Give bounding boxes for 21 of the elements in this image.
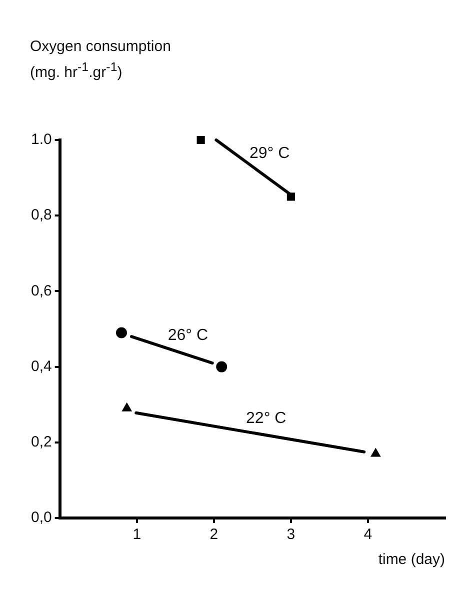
y-tick-label: 1.0: [30, 131, 52, 148]
y-tick-label: 0,0: [30, 509, 52, 526]
series-label: 22° C: [246, 410, 286, 427]
point: [116, 327, 127, 338]
x-tick-label: 1: [132, 526, 142, 544]
y-axis-title: Oxygen consumption (mg. hr$^{-1}$.gr$^{-1}$): [30, 37, 172, 83]
x-tick-label: 2: [210, 526, 218, 544]
x-tick-label: 3: [286, 526, 296, 544]
point: [122, 402, 132, 412]
series-label: 26° C: [168, 327, 208, 344]
point: [196, 136, 205, 144]
y-tick-label: 0,4: [30, 358, 52, 375]
y-tick-label: 0,2: [30, 434, 52, 451]
x-axis-title: time (day): [378, 551, 445, 568]
point: [216, 361, 228, 372]
series-label: 29° C: [249, 144, 290, 162]
x-tick-label: 4: [364, 526, 372, 544]
point: [370, 448, 381, 457]
point: [286, 192, 295, 201]
y-tick-label: 0,6: [30, 282, 52, 300]
y-tick-label: 0,8: [30, 206, 52, 224]
